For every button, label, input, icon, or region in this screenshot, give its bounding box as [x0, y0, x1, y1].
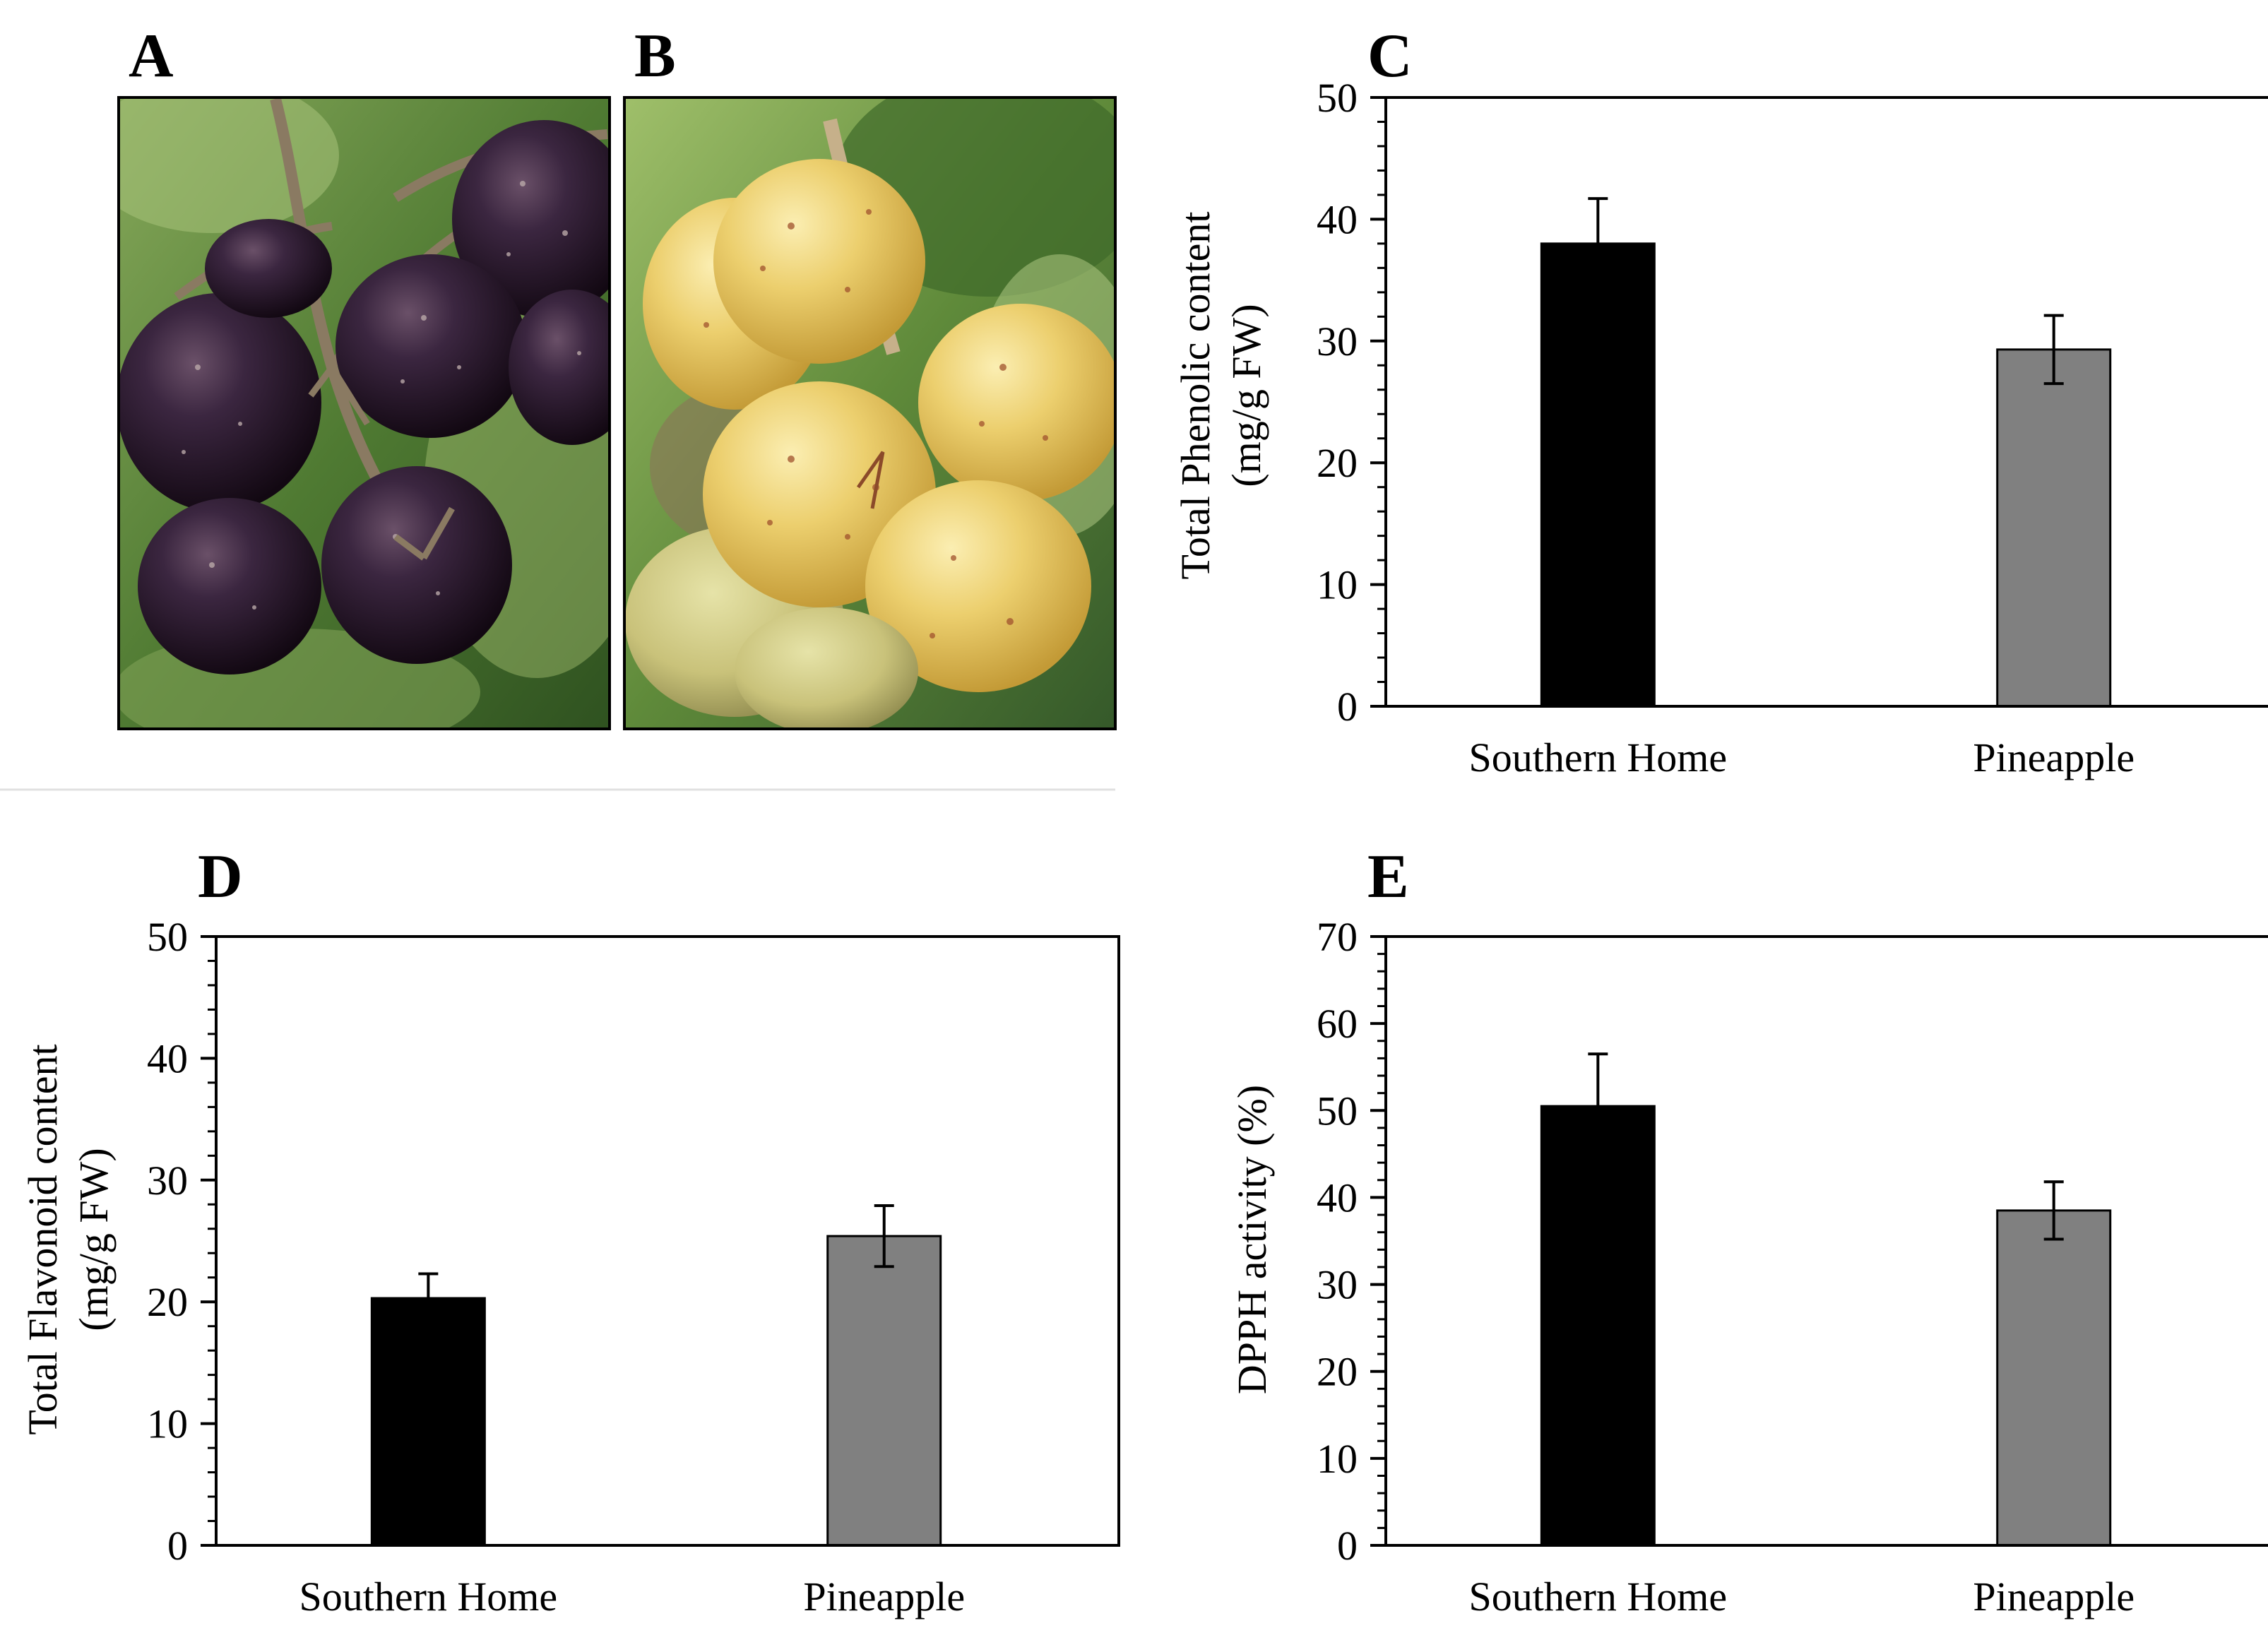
- chart-d-tick-label: 40: [147, 1035, 188, 1081]
- chart-d-error-bar-southern-home: [418, 1272, 439, 1324]
- chart-d: D Southern Home Pineapple 0 10 20 30 40 50 Tota…: [20, 843, 1120, 1620]
- chart-c-error-bar-southern-home: [1588, 197, 1608, 290]
- chart-e-tick-label: 20: [1317, 1349, 1358, 1395]
- chart-e-frame: [1384, 935, 2268, 1547]
- panel-e-letter: E: [1367, 843, 1409, 911]
- chart-e-tick-label: 50: [1317, 1088, 1358, 1134]
- chart-d-tick-label: 30: [147, 1158, 188, 1204]
- chart-d-frame: [215, 935, 1120, 1547]
- chart-c-tick-label: 30: [1317, 319, 1358, 364]
- yellow-grapes-photo: [624, 97, 1115, 729]
- chart-c-bar-southern-home: [1540, 242, 1656, 708]
- chart-c-tick-label: 50: [1317, 75, 1358, 121]
- chart-c-category-label: Pineapple: [1973, 735, 2135, 780]
- chart-e-plot-area: Southern Home Pineapple 0 10 20 30 40 50 60 70: [1317, 914, 2268, 1620]
- chart-e-ylabel-line1: DPPH activity (%): [1229, 1085, 1275, 1394]
- chart-d-tick-label: 10: [147, 1401, 188, 1447]
- chart-c-tick-label: 10: [1317, 562, 1358, 608]
- chart-e-bar-pineapple: [1996, 1209, 2112, 1547]
- panel-b-letter: B: [634, 22, 676, 90]
- panel-a-letter: A: [129, 22, 174, 90]
- chart-c-error-bar-pineapple: [2043, 314, 2064, 386]
- chart-c-ylabel-line1: Total Phenolic content: [1172, 211, 1218, 579]
- chart-d-bar-southern-home: [370, 1297, 486, 1547]
- chart-e-tick-label: 60: [1317, 1001, 1358, 1047]
- panel-a: A: [117, 22, 611, 730]
- chart-d-tick-label: 0: [167, 1523, 188, 1569]
- chart-e-tick-label: 70: [1317, 914, 1358, 960]
- chart-e: E Southern Home Pineapple010203040506070 …: [1229, 843, 2268, 1620]
- chart-c-plot-area: Southern Home Pineapple 0 10 20 30 40 50: [1317, 75, 2268, 780]
- chart-c-tick-label: 40: [1317, 196, 1358, 242]
- chart-e-tick-label: 10: [1317, 1436, 1358, 1482]
- chart-c: C Southern Home Pineapple 0 10 20 30 40 50 Tota…: [1172, 22, 2268, 780]
- chart-e-tick-label: 40: [1317, 1175, 1358, 1220]
- chart-c-bar-pineapple: [1996, 348, 2112, 708]
- chart-d-tick-label: 50: [147, 914, 188, 960]
- chart-d-ylabel-line1: Total Flavonoid content: [20, 1044, 66, 1434]
- chart-e-category-label: Pineapple: [1973, 1574, 2135, 1620]
- chart-d-category-label: Pineapple: [803, 1574, 965, 1620]
- panel-b-frame: [623, 96, 1117, 730]
- chart-e-category-label: Southern Home: [1468, 1574, 1727, 1620]
- chart-c-category-label: Southern Home: [1468, 735, 1727, 780]
- chart-d-category-label: Southern Home: [299, 1574, 557, 1620]
- chart-c-tick-label: 20: [1317, 440, 1358, 486]
- chart-e-tick-label: 30: [1317, 1262, 1358, 1308]
- panel-b: B: [623, 22, 1117, 730]
- chart-e-tick-label: 0: [1337, 1523, 1358, 1569]
- chart-d-error-bar-pineapple: [874, 1204, 894, 1268]
- chart-c-frame: [1384, 96, 2268, 708]
- chart-d-bar-pineapple: [826, 1235, 942, 1547]
- chart-d-ylabel-line2: (mg/g FW): [71, 1148, 117, 1331]
- chart-c-ylabel-line2: (mg/g FW): [1223, 304, 1269, 487]
- chart-d-plot-area: Southern Home Pineapple 0 10 20 30 40 50: [147, 914, 1120, 1620]
- chart-e-error-bar-pineapple: [2043, 1180, 2064, 1241]
- chart-e-error-bar-southern-home: [1588, 1052, 1608, 1160]
- chart-d-tick-label: 20: [147, 1279, 188, 1325]
- panel-c-letter: C: [1367, 22, 1413, 90]
- dark-grapes-photo: [119, 97, 610, 729]
- panel-a-frame: [117, 96, 611, 730]
- chart-e-bar-southern-home: [1540, 1105, 1656, 1547]
- chart-c-tick-label: 0: [1337, 684, 1358, 730]
- panel-d-letter: D: [198, 843, 243, 911]
